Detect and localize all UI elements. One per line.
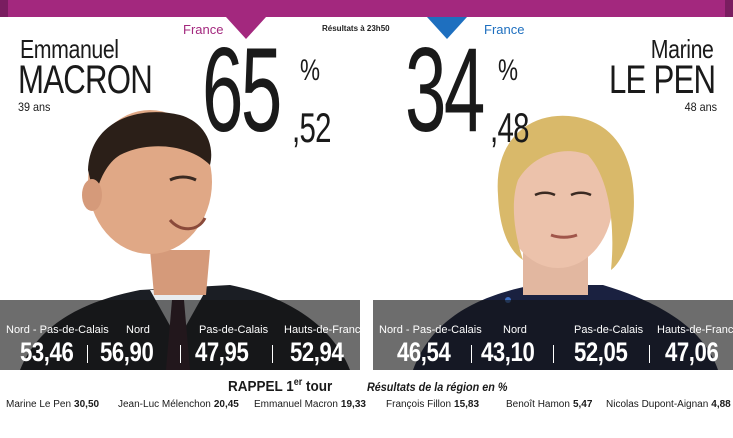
region-name: Nord — [503, 324, 527, 336]
percent-integer: 34 — [405, 23, 485, 157]
first-round-result: Benoît Hamon 5,47 — [506, 399, 592, 410]
first-round-result: François Fillon 15,83 — [386, 399, 479, 410]
rappel-title-main: RAPPEL 1 — [228, 378, 294, 395]
first-round-value: 5,47 — [572, 399, 593, 410]
region-name: Hauts-de-France — [284, 324, 367, 336]
region-name: Nord - Pas-de-Calais — [6, 324, 109, 336]
first-round-value: 4,88 — [711, 399, 731, 410]
candidate-age: 48 ans — [684, 100, 717, 114]
region-name: Pas-de-Calais — [199, 324, 269, 336]
region-divider — [87, 345, 88, 363]
rappel-title-end: tour — [302, 378, 333, 395]
rappel-title-sup: er — [293, 377, 303, 388]
first-round-value: 30,50 — [74, 399, 100, 410]
first-round-name: Benoît Hamon — [506, 399, 570, 410]
region-strip-macron: Nord - Pas-de-Calais 53,46 Nord 56,90 Pa… — [0, 300, 367, 370]
results-time: Résultats à 23h50 — [322, 24, 390, 33]
first-round-name: Marine Le Pen — [6, 399, 72, 410]
top-bar-fill — [0, 0, 733, 17]
candidate-last-name: LE PEN — [608, 58, 716, 102]
region-value: 52,94 — [290, 337, 344, 367]
france-label-macron: France — [183, 22, 224, 37]
region-value: 46,54 — [397, 337, 451, 367]
first-round-value: 20,45 — [213, 399, 239, 410]
macron-pointer-triangle — [226, 17, 266, 39]
first-round-result: Marine Le Pen 30,50 — [6, 399, 99, 410]
percent-decimal: ,52 — [292, 104, 331, 151]
top-bar-cap-left — [0, 0, 8, 17]
first-round-result: Emmanuel Macron 19,33 — [254, 399, 366, 410]
first-round-result: Nicolas Dupont-Aignan 4,88 — [606, 399, 731, 410]
region-value: 43,10 — [481, 337, 535, 367]
region-name: Hauts-de-France — [657, 324, 733, 336]
region-value: 52,05 — [574, 337, 628, 367]
first-round-name: Nicolas Dupont-Aignan — [606, 399, 709, 410]
first-round-name: Emmanuel Macron — [254, 399, 338, 410]
region-value: 47,06 — [665, 337, 719, 367]
first-round-value: 15,83 — [454, 399, 480, 410]
top-color-bar — [0, 0, 733, 17]
region-divider — [272, 345, 273, 363]
region-strip-lepen: Nord - Pas-de-Calais 46,54 Nord 43,10 Pa… — [373, 300, 733, 370]
region-divider — [180, 345, 181, 363]
percent-sign: % — [498, 54, 519, 87]
region-name: Nord — [126, 324, 150, 336]
region-value: 56,90 — [100, 337, 154, 367]
first-round-name: Jean-Luc Mélenchon — [118, 399, 211, 410]
lepen-pointer-triangle — [427, 17, 467, 39]
region-value: 47,95 — [195, 337, 249, 367]
candidate-last-name: MACRON — [18, 58, 153, 102]
top-bar-cap-right — [725, 0, 733, 17]
percent-decimal: ,48 — [490, 104, 529, 151]
france-label-lepen: France — [484, 22, 525, 37]
rappel-subtitle: Résultats de la région en % — [367, 380, 508, 394]
region-name: Nord - Pas-de-Calais — [379, 324, 482, 336]
region-divider — [649, 345, 650, 363]
candidate-age: 39 ans — [18, 100, 51, 114]
first-round-value: 19,33 — [340, 399, 366, 410]
candidate-first-name: Marine — [650, 34, 713, 64]
region-divider — [471, 345, 472, 363]
region-divider — [553, 345, 554, 363]
first-round-name: François Fillon — [386, 399, 452, 410]
region-value: 53,46 — [20, 337, 74, 367]
first-round-result: Jean-Luc Mélenchon 20,45 — [118, 399, 239, 410]
candidate-first-name: Emmanuel — [20, 34, 119, 64]
rappel-title: RAPPEL 1er tour — [228, 377, 332, 395]
percent-integer: 65 — [202, 23, 282, 157]
percent-sign: % — [300, 54, 321, 87]
region-name: Pas-de-Calais — [574, 324, 644, 336]
